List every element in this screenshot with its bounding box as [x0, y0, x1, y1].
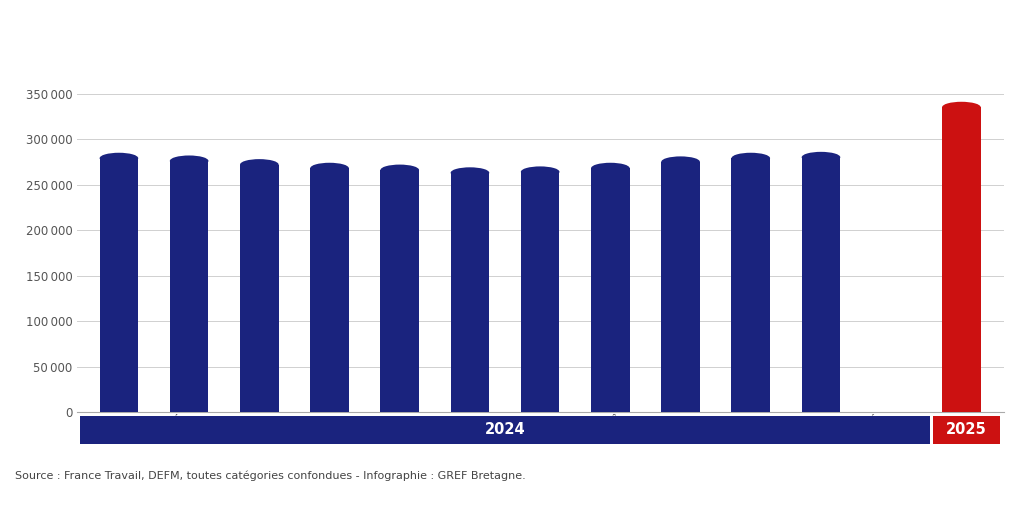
Ellipse shape [451, 167, 489, 178]
Bar [802, 157, 841, 412]
Bar [240, 164, 279, 412]
Bar [381, 170, 419, 412]
Bar [451, 173, 489, 412]
Bar [170, 161, 209, 412]
Text: Source : France Travail, DEFM, toutes catégories confondues - Infographie : GREF: Source : France Travail, DEFM, toutes ca… [15, 471, 526, 481]
Bar [662, 162, 699, 412]
Ellipse shape [99, 153, 138, 164]
Ellipse shape [310, 163, 349, 174]
Bar [521, 172, 559, 412]
Bar [99, 158, 138, 412]
Ellipse shape [521, 166, 559, 177]
Ellipse shape [942, 102, 981, 113]
Bar [942, 107, 981, 412]
Text: 2025: 2025 [946, 422, 987, 437]
Bar [731, 158, 770, 412]
Bar [591, 168, 630, 412]
Ellipse shape [170, 156, 209, 166]
Ellipse shape [662, 156, 699, 167]
Text: 2024: 2024 [484, 422, 525, 437]
Ellipse shape [731, 153, 770, 164]
Ellipse shape [802, 152, 841, 163]
Bar [933, 416, 1000, 444]
Bar [310, 168, 349, 412]
Ellipse shape [381, 164, 419, 176]
Ellipse shape [591, 163, 630, 174]
Ellipse shape [240, 159, 279, 170]
Text: Évolution du nombre de demandeurs d'emploi en Bretagne, toutes catégories confon: Évolution du nombre de demandeurs d'empl… [13, 31, 897, 51]
